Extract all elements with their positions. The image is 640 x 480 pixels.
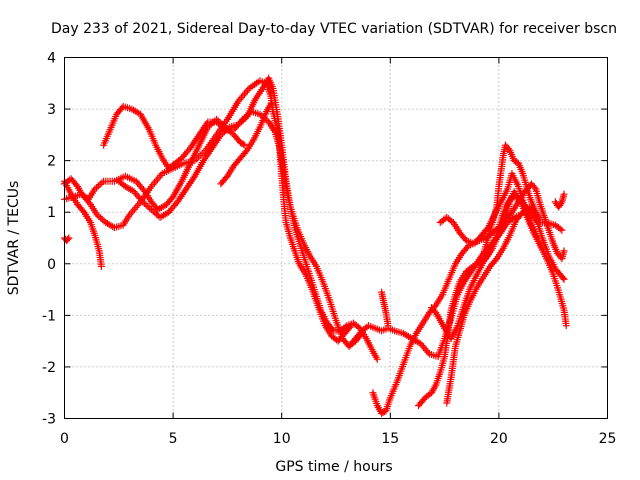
- y-tick-label: -1: [42, 308, 56, 324]
- x-tick-label: 10: [273, 431, 291, 447]
- data-point-markers: [100, 102, 355, 345]
- series-track-16: [551, 190, 568, 211]
- x-tick-label: 25: [599, 431, 617, 447]
- chart-title: Day 233 of 2021, Sidereal Day-to-day VTE…: [51, 21, 617, 37]
- y-tick-label: 4: [47, 51, 56, 67]
- data-markers: [61, 74, 570, 417]
- x-tick-label: 5: [169, 431, 178, 447]
- series-track-10: [378, 288, 392, 330]
- series-track-1: [61, 234, 73, 245]
- series-track-7: [217, 100, 275, 188]
- y-tick-label: 2: [47, 154, 56, 170]
- data-point-markers: [480, 141, 544, 257]
- data-point-markers: [61, 234, 73, 245]
- x-tick-labels: 0 5 10 15 20 25: [60, 431, 616, 447]
- y-tick-labels: -3 -2 -1 0 1 2 3 4: [42, 51, 56, 428]
- series-track-13: [443, 203, 568, 407]
- data-point-markers: [115, 74, 381, 363]
- data-point-markers: [61, 177, 105, 270]
- x-axis-label: GPS time / hours: [275, 459, 392, 475]
- x-tick-label: 15: [381, 431, 399, 447]
- series-track-4: [61, 177, 105, 270]
- grid-lines: [64, 57, 608, 419]
- data-point-markers: [443, 203, 568, 407]
- plot-frame: [64, 57, 608, 419]
- series-track-15: [480, 141, 544, 257]
- y-tick-label: 3: [47, 102, 56, 118]
- data-point-markers: [217, 100, 275, 188]
- y-tick-label: 0: [47, 257, 56, 273]
- data-point-markers: [378, 288, 392, 330]
- series-track-5: [100, 102, 355, 345]
- series-track-6: [115, 74, 381, 363]
- y-tick-label: 1: [47, 205, 56, 221]
- x-tick-label: 20: [490, 431, 508, 447]
- y-tick-label: -2: [42, 360, 56, 376]
- y-axis-label: SDTVAR / TECUs: [6, 181, 22, 296]
- y-tick-label: -3: [42, 412, 56, 428]
- data-point-markers: [551, 190, 568, 211]
- x-tick-label: 0: [60, 431, 69, 447]
- axis-ticks: [64, 57, 608, 419]
